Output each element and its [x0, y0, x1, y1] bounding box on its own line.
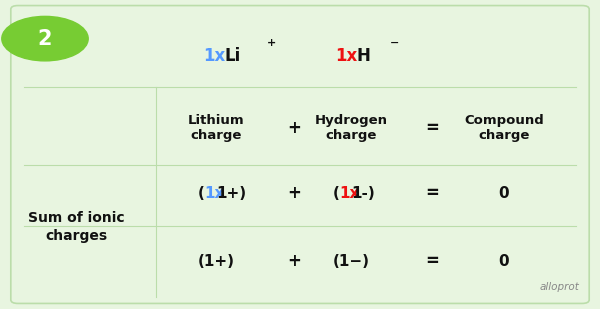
Text: +: + [287, 252, 301, 270]
Text: alloprot: alloprot [539, 282, 579, 292]
Text: 1x: 1x [203, 47, 225, 65]
Text: Compound
charge: Compound charge [464, 114, 544, 142]
Text: +: + [267, 38, 276, 48]
Text: 1+): 1+) [216, 186, 246, 201]
Text: =: = [425, 252, 439, 270]
Text: 1x: 1x [204, 186, 224, 201]
Text: 1-): 1-) [351, 186, 375, 201]
Text: H: H [357, 47, 371, 65]
Text: Hydrogen
charge: Hydrogen charge [314, 114, 388, 142]
Text: (: ( [198, 186, 205, 201]
Text: =: = [425, 119, 439, 137]
Text: (1+): (1+) [197, 254, 235, 269]
Text: +: + [287, 119, 301, 137]
Text: 0: 0 [499, 254, 509, 269]
Text: Sum of ionic
charges: Sum of ionic charges [28, 211, 125, 243]
Text: 0: 0 [499, 186, 509, 201]
FancyBboxPatch shape [11, 6, 589, 303]
Text: 1x: 1x [339, 186, 359, 201]
Text: (1−): (1−) [332, 254, 370, 269]
Text: Lithium
charge: Lithium charge [188, 114, 244, 142]
Text: −: − [390, 38, 400, 48]
Text: +: + [287, 184, 301, 202]
Text: =: = [425, 184, 439, 202]
Text: 2: 2 [38, 29, 52, 49]
Text: 1x: 1x [335, 47, 357, 65]
Text: Li: Li [225, 47, 241, 65]
Circle shape [2, 16, 88, 61]
Text: (: ( [333, 186, 340, 201]
